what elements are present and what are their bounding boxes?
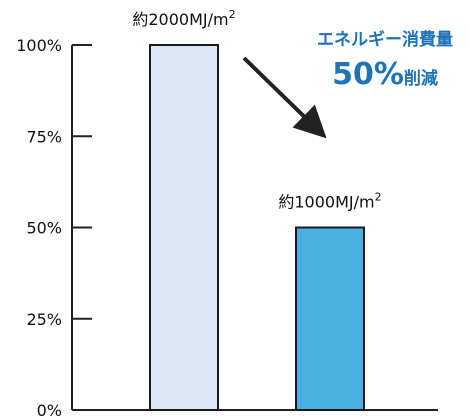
annotation-suffix: 削減 (404, 68, 438, 89)
annotation-reduction: 50%削減 (332, 57, 438, 92)
bar (149, 44, 219, 411)
data-label: 約2000MJ/m2 (132, 8, 235, 29)
axes: 0% 25% 50% 75% 100% (16, 36, 438, 420)
y-tick-label: 100% (16, 36, 62, 55)
y-tick-label: 25% (26, 310, 62, 329)
annotation-title: エネルギー消費量 (317, 29, 453, 50)
y-tick-label: 0% (37, 401, 62, 420)
data-label: 約1000MJ/m2 (278, 191, 381, 212)
bar (295, 226, 365, 411)
reduction-arrow (242, 56, 327, 139)
y-tick-label: 50% (26, 219, 62, 238)
bars (149, 44, 365, 411)
y-tick-label: 75% (26, 127, 62, 146)
annotation-percent: 50% (332, 57, 404, 92)
data-labels: 約2000MJ/m2 約1000MJ/m2 (132, 8, 381, 212)
